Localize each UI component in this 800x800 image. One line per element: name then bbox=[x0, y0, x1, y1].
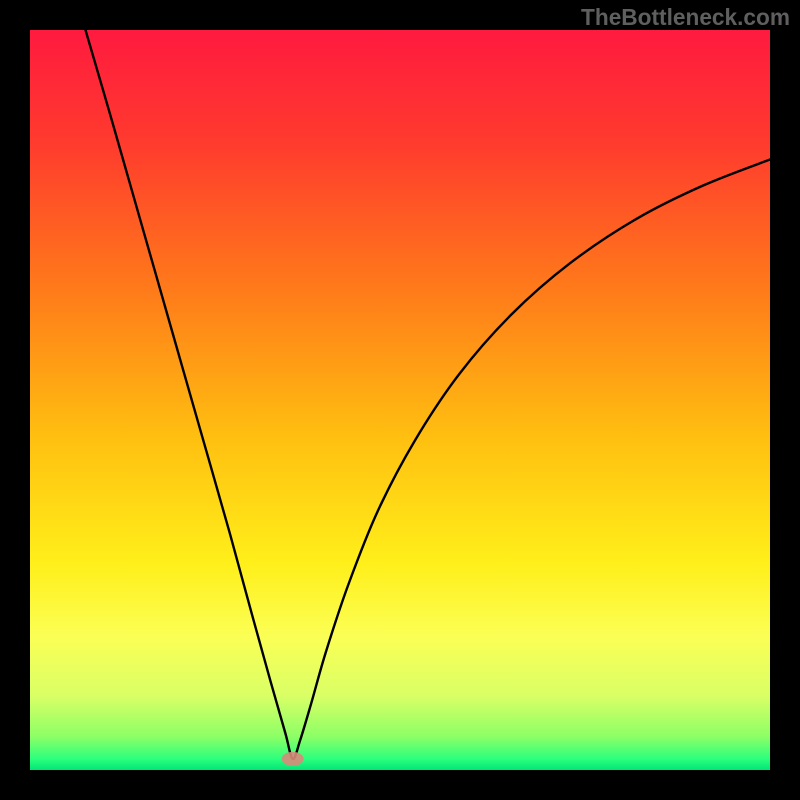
optimal-marker bbox=[282, 752, 304, 766]
watermark-text: TheBottleneck.com bbox=[581, 4, 790, 31]
plot-area bbox=[30, 30, 770, 770]
curve-path bbox=[86, 30, 771, 759]
chart-outer: TheBottleneck.com bbox=[0, 0, 800, 800]
bottleneck-curve bbox=[30, 30, 770, 770]
